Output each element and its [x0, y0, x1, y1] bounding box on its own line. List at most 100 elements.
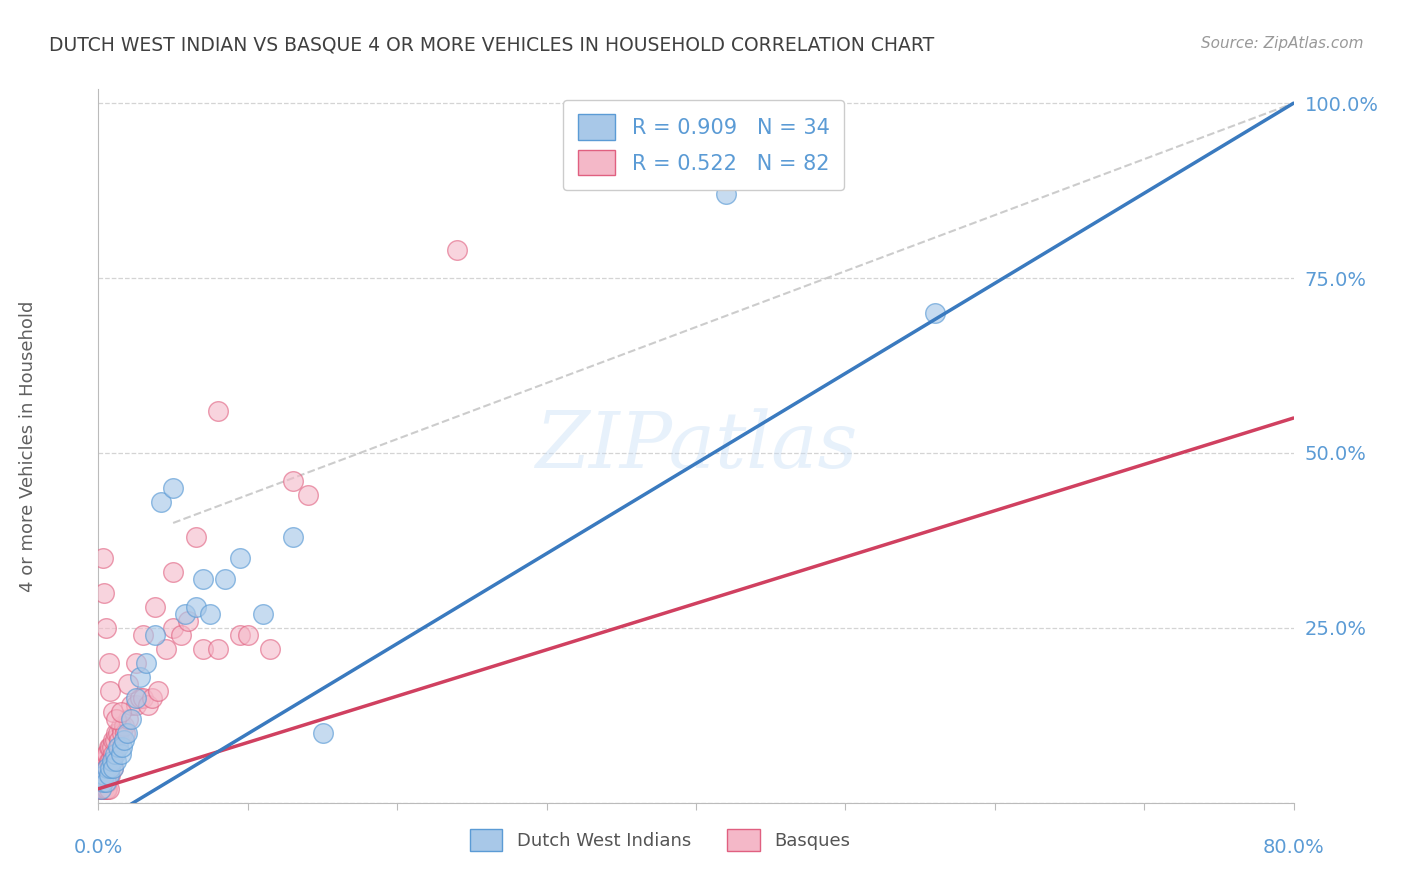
Point	[101, 739, 124, 754]
Point	[103, 732, 125, 747]
Point	[162, 481, 184, 495]
Point	[110, 705, 132, 719]
Point	[105, 754, 128, 768]
Point	[93, 754, 115, 768]
Point	[96, 747, 118, 761]
Point	[281, 530, 304, 544]
Point	[143, 628, 166, 642]
Point	[93, 774, 115, 789]
Point	[150, 495, 173, 509]
Point	[98, 761, 122, 775]
Point	[117, 712, 139, 726]
Point	[91, 768, 114, 782]
Point	[97, 768, 120, 782]
Text: ZIPatlas: ZIPatlas	[534, 408, 858, 484]
Point	[93, 586, 115, 600]
Point	[107, 739, 129, 754]
Point	[91, 550, 114, 565]
Point	[103, 747, 125, 761]
Point	[97, 739, 120, 754]
Point	[90, 781, 112, 796]
Point	[174, 607, 197, 621]
Point	[90, 774, 112, 789]
Point	[191, 641, 214, 656]
Point	[97, 656, 120, 670]
Point	[94, 761, 117, 775]
Legend: Dutch West Indians, Basques: Dutch West Indians, Basques	[463, 822, 858, 858]
Point	[94, 621, 117, 635]
Point	[169, 628, 191, 642]
Point	[91, 761, 114, 775]
Point	[132, 628, 155, 642]
Point	[129, 690, 152, 705]
Point	[104, 747, 127, 761]
Point	[259, 641, 281, 656]
Point	[311, 726, 333, 740]
Point	[107, 726, 129, 740]
Point	[94, 768, 117, 782]
Point	[108, 732, 131, 747]
Point	[125, 690, 148, 705]
Point	[141, 690, 163, 705]
Point	[125, 656, 148, 670]
Point	[105, 726, 128, 740]
Point	[446, 243, 468, 257]
Point	[98, 739, 122, 754]
Point	[97, 754, 120, 768]
Point	[96, 761, 118, 775]
Point	[135, 656, 157, 670]
Point	[91, 781, 114, 796]
Point	[110, 747, 132, 761]
Point	[136, 698, 159, 712]
Point	[111, 726, 134, 740]
Point	[120, 698, 142, 712]
Point	[924, 306, 946, 320]
Point	[101, 754, 124, 768]
Point	[114, 726, 136, 740]
Point	[115, 726, 138, 740]
Point	[297, 488, 319, 502]
Point	[90, 781, 112, 796]
Point	[117, 677, 139, 691]
Point	[90, 768, 112, 782]
Point	[191, 572, 214, 586]
Point	[162, 621, 184, 635]
Point	[94, 774, 117, 789]
Point	[143, 599, 166, 614]
Text: 4 or more Vehicles in Household: 4 or more Vehicles in Household	[20, 301, 37, 591]
Point	[94, 774, 117, 789]
Point	[103, 705, 125, 719]
Point	[98, 684, 122, 698]
Point	[105, 712, 128, 726]
Point	[184, 530, 207, 544]
Point	[103, 761, 125, 775]
Point	[252, 607, 274, 621]
Point	[97, 768, 120, 782]
Point	[111, 739, 134, 754]
Point	[89, 768, 111, 782]
Point	[177, 614, 200, 628]
Point	[184, 599, 207, 614]
Point	[96, 774, 118, 789]
Point	[93, 768, 115, 782]
Point	[91, 754, 114, 768]
Point	[214, 572, 236, 586]
Point	[89, 761, 111, 775]
Point	[91, 774, 114, 789]
Point	[120, 712, 142, 726]
Point	[104, 732, 127, 747]
Point	[112, 719, 135, 733]
Point	[132, 690, 155, 705]
Point	[93, 768, 115, 782]
Point	[91, 774, 114, 789]
Point	[89, 774, 111, 789]
Point	[90, 754, 112, 768]
Point	[101, 754, 124, 768]
Point	[94, 781, 117, 796]
Point	[200, 607, 222, 621]
Point	[98, 754, 122, 768]
Point	[103, 761, 125, 775]
Text: DUTCH WEST INDIAN VS BASQUE 4 OR MORE VEHICLES IN HOUSEHOLD CORRELATION CHART: DUTCH WEST INDIAN VS BASQUE 4 OR MORE VE…	[49, 36, 935, 54]
Point	[90, 761, 112, 775]
Point	[207, 404, 229, 418]
